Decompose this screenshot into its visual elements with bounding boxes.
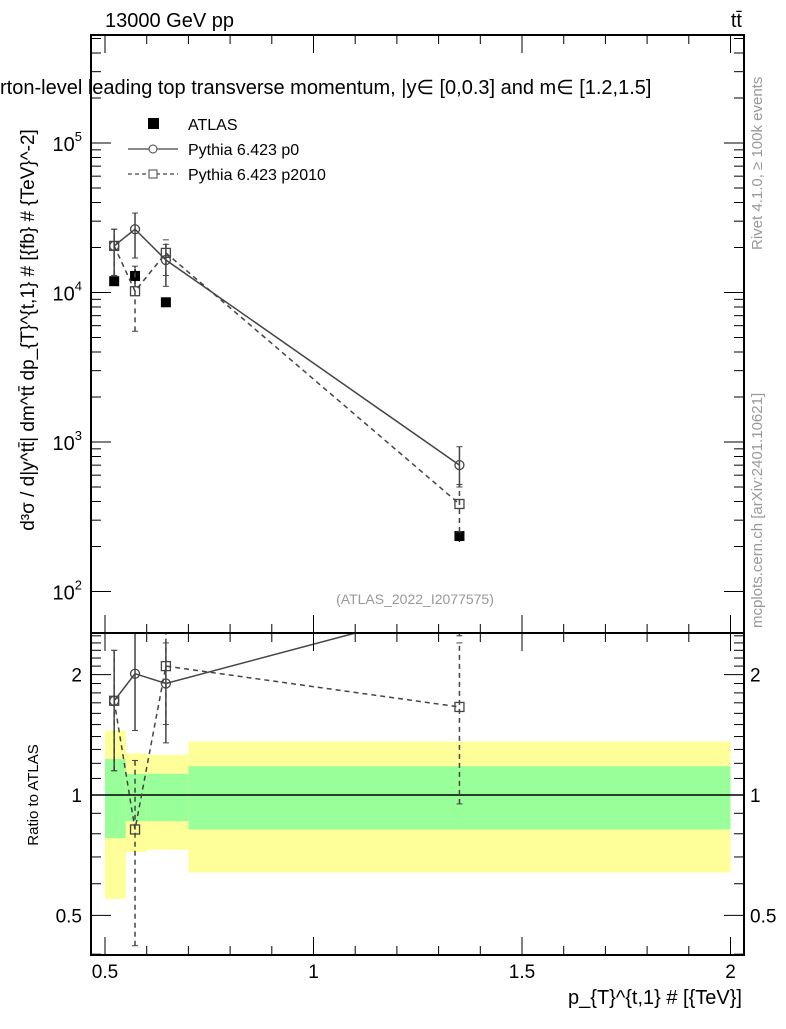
green-band [125,773,147,822]
header-right: tt̄ [731,10,743,32]
x-tick-label: 1 [308,962,319,983]
p2010-point [129,824,141,835]
legend-label: Pythia 6.423 p2010 [188,167,326,184]
series-main [109,228,465,533]
ratio-line [113,633,359,702]
x-tick-label: 0.5 [92,962,118,983]
ratio-line [113,665,460,830]
y-tick-label: 103 [53,428,82,455]
y-tick-label: 102 [53,578,82,605]
axes: 0.5 1 1.5 2 102 103 104 105 0.5 0.5 1 1 2 2 [53,35,776,983]
p0-point [454,460,465,471]
series-line [113,228,460,466]
y-tick-label: 105 [53,129,82,156]
analysis-label: (ATLAS_2022_I2077575) [336,591,494,607]
ratio-tick-label: 0.5 [56,906,82,927]
ratio-tick-label-right: 2 [750,666,761,687]
legend-label: Pythia 6.423 p0 [188,142,299,159]
p2010-point [454,701,465,713]
p2010-point [454,498,465,510]
series-ratio [109,633,465,947]
p2010-point [109,695,120,706]
series-main [109,212,465,488]
p2010-point [109,240,120,252]
y-tick-label: 104 [53,279,82,306]
green-band [105,759,126,839]
green-band [146,773,189,822]
p0-point [129,668,141,679]
side-text-mcplots: mcplots.cern.ch [arXiv:2401.10621] [749,393,766,628]
legend-p0-marker [148,144,158,154]
chart-marks [91,212,744,947]
x-tick-label: 2 [725,962,736,983]
ratio-y-label: Ratio to ATLAS [25,744,42,845]
ratio-tick-label-right: 0.5 [750,906,776,927]
x-tick-label: 1.5 [509,962,535,983]
atlas-point [109,276,120,287]
legend-label: ATLAS [188,117,238,134]
atlas-point [160,297,171,308]
x-axis-label: p_{T}^{t,1} # [{TeV}] [568,987,742,1009]
p2010-point [160,247,172,259]
legend-atlas-marker [148,118,159,129]
legend: ATLAS Pythia 6.423 p0 Pythia 6.423 p2010 [128,117,326,184]
p2010-point [160,660,172,672]
series-line [113,245,460,505]
legend-p2010-marker [148,169,158,179]
ratio-bands [105,730,731,899]
side-text-rivet: Rivet 4.1.0, ≥ 100k events [749,77,766,250]
y-axis-label: d³σ / d|y^tt̄| dm^tt̄ dp_{T}^{t,1} # [{f… [18,129,39,531]
p2010-point [129,286,141,297]
p0-point [129,224,141,235]
atlas-point [454,531,465,542]
ratio-tick-label: 2 [71,666,82,687]
header-left: 13000 GeV pp [105,10,234,32]
ratio-tick-label-right: 1 [750,786,761,807]
title: rton-level leading top transverse moment… [0,77,651,99]
ratio-frame [90,632,745,956]
ratio-tick-label: 1 [71,786,82,807]
